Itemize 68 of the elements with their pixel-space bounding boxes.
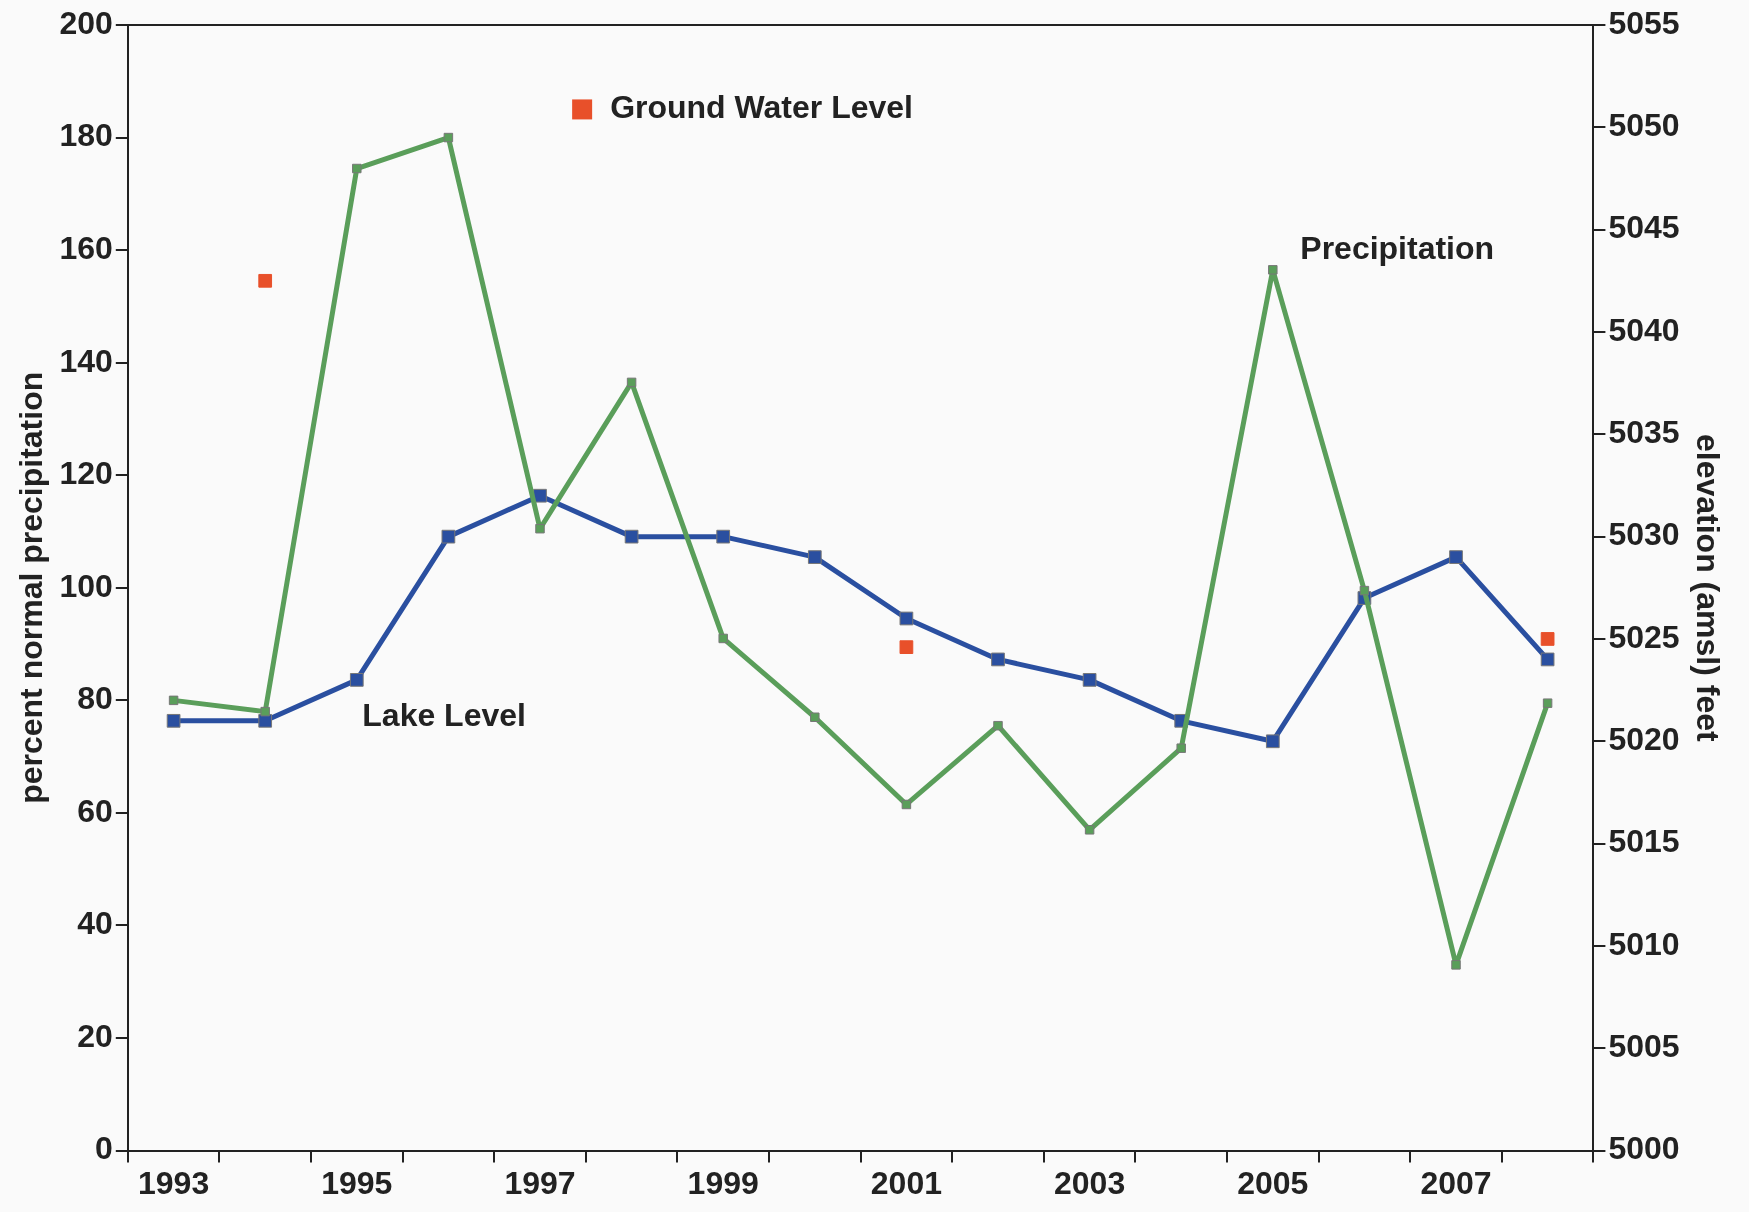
y2-tick-label: 5000	[1608, 1130, 1680, 1167]
point	[1265, 734, 1280, 749]
y2-tick-label: 5030	[1608, 516, 1680, 553]
y-tick-label: 120	[59, 455, 113, 492]
x-tick-label: 1997	[504, 1164, 576, 1201]
point	[1540, 652, 1555, 667]
point	[443, 132, 454, 143]
y-tick-label: 100	[59, 567, 113, 604]
y-tick-label: 20	[77, 1017, 113, 1054]
point	[1540, 632, 1555, 646]
y2-tick-label: 5010	[1608, 925, 1680, 962]
y2-tick-label: 5055	[1608, 4, 1680, 41]
point	[626, 377, 637, 388]
point	[807, 550, 822, 564]
point	[624, 529, 639, 544]
x-tick-label: 1999	[687, 1164, 759, 1201]
point	[1176, 743, 1186, 753]
point	[1084, 825, 1095, 835]
y2-tick-label: 5020	[1608, 721, 1680, 758]
point	[168, 695, 179, 706]
x-tick-label: 2001	[870, 1164, 942, 1201]
point	[991, 652, 1005, 667]
x-tick-label: 2003	[1054, 1164, 1126, 1201]
y2-axis-title: elevation (amsl) feet	[1689, 433, 1726, 742]
point	[260, 706, 270, 717]
point	[1268, 265, 1278, 275]
y-axis-title: percent normal precipitation	[13, 371, 50, 804]
y-tick-label: 0	[94, 1130, 113, 1167]
series-label: Lake Level	[362, 697, 526, 734]
y-tick-label: 200	[59, 4, 113, 41]
y-tick-label: 160	[59, 229, 113, 266]
point	[899, 611, 914, 626]
point	[1359, 585, 1370, 596]
point	[899, 640, 914, 655]
x-tick-label: 1993	[138, 1164, 210, 1201]
x-tick-label: 2005	[1237, 1164, 1309, 1201]
x-tick-label: 2007	[1420, 1164, 1492, 1201]
y-tick-label: 180	[59, 117, 113, 154]
series-label: Precipitation	[1300, 229, 1495, 266]
y-tick-label: 40	[77, 905, 113, 942]
point	[810, 712, 820, 722]
y2-tick-label: 5050	[1608, 107, 1680, 144]
point	[1542, 698, 1553, 708]
y2-tick-label: 5025	[1608, 618, 1680, 655]
x-tick-label: 1995	[321, 1164, 393, 1201]
point	[993, 720, 1003, 731]
y-tick-label: 60	[77, 792, 113, 829]
y-tick-label: 80	[77, 680, 113, 717]
point	[1451, 960, 1461, 970]
point	[441, 529, 456, 544]
point	[352, 163, 362, 174]
y2-tick-label: 5040	[1608, 311, 1680, 348]
point	[1082, 673, 1097, 687]
legend-label: Ground Water Level	[610, 89, 913, 126]
point	[901, 799, 912, 810]
point	[258, 273, 273, 288]
point	[718, 633, 728, 644]
y2-tick-label: 5035	[1608, 414, 1680, 451]
point	[349, 673, 364, 687]
point	[535, 523, 545, 534]
point	[1449, 550, 1463, 564]
y2-tick-label: 5045	[1608, 209, 1680, 246]
y-tick-label: 140	[59, 342, 113, 379]
point	[533, 488, 547, 503]
y2-tick-label: 5005	[1608, 1028, 1680, 1065]
y2-tick-label: 5015	[1608, 823, 1680, 860]
point	[166, 713, 181, 728]
point	[716, 529, 731, 544]
